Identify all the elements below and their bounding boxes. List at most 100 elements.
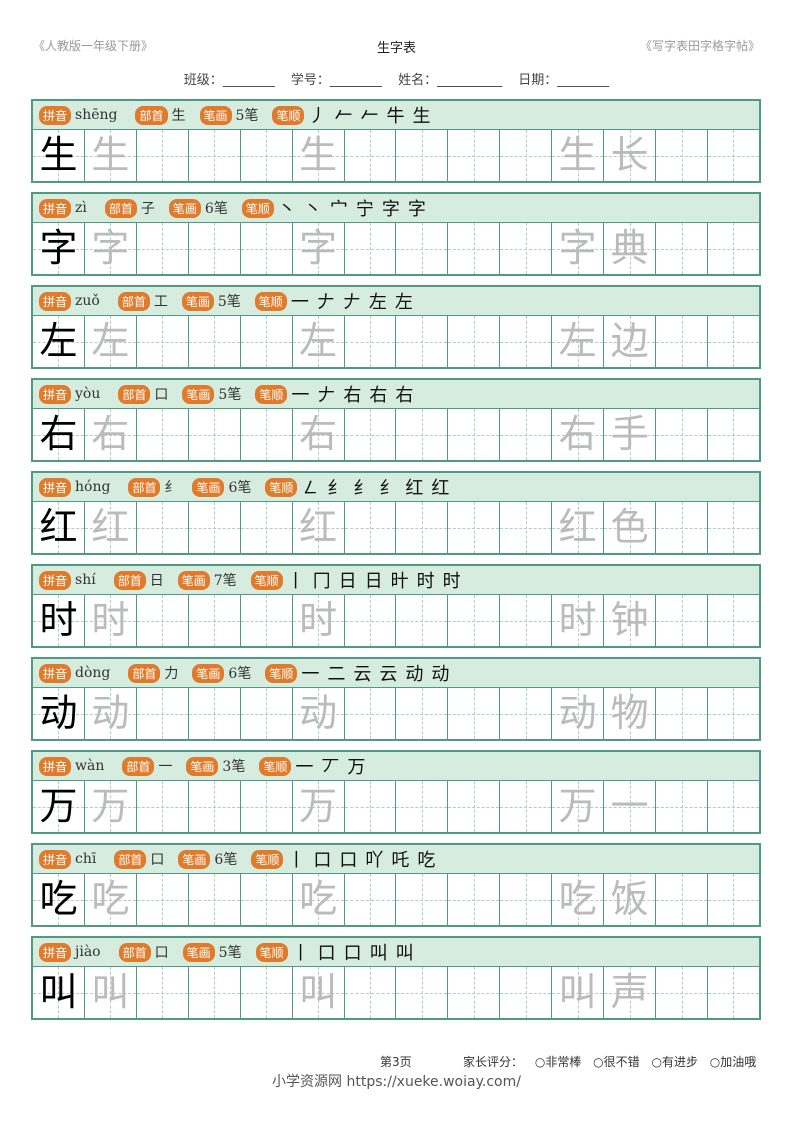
practice-cell[interactable]: 饭 <box>604 874 657 925</box>
practice-cell[interactable] <box>136 688 189 739</box>
practice-cell[interactable]: 字 <box>292 223 345 274</box>
practice-cell[interactable] <box>188 130 241 181</box>
practice-cell[interactable]: 红 <box>84 502 137 553</box>
practice-cell[interactable] <box>188 502 241 553</box>
practice-cell[interactable]: 时 <box>84 595 137 646</box>
practice-cell[interactable] <box>396 409 449 460</box>
practice-cell[interactable] <box>396 874 449 925</box>
practice-cell[interactable]: 万 <box>292 781 345 832</box>
practice-cell[interactable]: 右 <box>292 409 345 460</box>
practice-cell[interactable] <box>396 688 449 739</box>
practice-cell[interactable] <box>448 781 501 832</box>
rating-option[interactable]: ○有进步 <box>651 1055 698 1069</box>
practice-cell[interactable] <box>136 316 189 367</box>
practice-cell[interactable] <box>500 967 553 1018</box>
practice-cell[interactable] <box>344 688 397 739</box>
practice-cell[interactable]: 色 <box>604 502 657 553</box>
practice-cell[interactable] <box>656 874 708 925</box>
practice-cell[interactable]: 动 <box>33 688 85 739</box>
practice-cell[interactable] <box>240 130 293 181</box>
practice-cell[interactable] <box>707 130 759 181</box>
practice-cell[interactable] <box>396 316 449 367</box>
practice-cell[interactable] <box>396 595 449 646</box>
practice-cell[interactable] <box>707 967 759 1018</box>
practice-cell[interactable]: 典 <box>604 223 657 274</box>
practice-cell[interactable]: 红 <box>552 502 605 553</box>
practice-cell[interactable] <box>500 502 553 553</box>
practice-cell[interactable]: 右 <box>84 409 137 460</box>
practice-cell[interactable] <box>396 781 449 832</box>
practice-cell[interactable] <box>344 223 397 274</box>
practice-cell[interactable] <box>240 223 293 274</box>
practice-cell[interactable] <box>240 316 293 367</box>
practice-cell[interactable] <box>656 130 708 181</box>
practice-cell[interactable] <box>344 409 397 460</box>
practice-cell[interactable]: 叫 <box>33 967 85 1018</box>
practice-cell[interactable]: 叫 <box>292 967 345 1018</box>
practice-cell[interactable]: 红 <box>292 502 345 553</box>
practice-cell[interactable]: 吃 <box>84 874 137 925</box>
practice-cell[interactable]: 物 <box>604 688 657 739</box>
practice-cell[interactable]: 左 <box>552 316 605 367</box>
practice-cell[interactable]: 边 <box>604 316 657 367</box>
class-field[interactable]: 班级：________ <box>183 73 275 88</box>
practice-cell[interactable] <box>240 409 293 460</box>
practice-cell[interactable] <box>396 967 449 1018</box>
practice-cell[interactable]: 吃 <box>33 874 85 925</box>
rating-option[interactable]: ○很不错 <box>593 1055 640 1069</box>
practice-cell[interactable] <box>344 316 397 367</box>
practice-cell[interactable] <box>136 874 189 925</box>
practice-cell[interactable] <box>448 595 501 646</box>
rating-option[interactable]: ○非常棒 <box>534 1055 582 1069</box>
practice-cell[interactable] <box>448 130 501 181</box>
practice-cell[interactable] <box>240 874 293 925</box>
practice-cell[interactable] <box>188 688 241 739</box>
practice-cell[interactable]: 钟 <box>604 595 657 646</box>
practice-cell[interactable]: 右 <box>33 409 85 460</box>
practice-cell[interactable] <box>240 967 293 1018</box>
practice-cell[interactable] <box>136 502 189 553</box>
practice-cell[interactable] <box>240 595 293 646</box>
practice-cell[interactable] <box>656 316 708 367</box>
practice-cell[interactable] <box>500 688 553 739</box>
practice-cell[interactable]: 右 <box>552 409 605 460</box>
practice-cell[interactable] <box>188 223 241 274</box>
practice-cell[interactable] <box>656 223 708 274</box>
practice-cell[interactable] <box>396 223 449 274</box>
practice-cell[interactable]: 左 <box>33 316 85 367</box>
practice-cell[interactable] <box>136 409 189 460</box>
practice-cell[interactable] <box>344 781 397 832</box>
practice-cell[interactable]: 一 <box>604 781 657 832</box>
practice-cell[interactable]: 吃 <box>552 874 605 925</box>
practice-cell[interactable] <box>188 781 241 832</box>
practice-cell[interactable] <box>500 874 553 925</box>
practice-cell[interactable] <box>344 595 397 646</box>
practice-cell[interactable] <box>656 595 708 646</box>
practice-cell[interactable]: 动 <box>84 688 137 739</box>
practice-cell[interactable]: 动 <box>292 688 345 739</box>
date-field[interactable]: 日期：________ <box>518 73 610 88</box>
practice-cell[interactable] <box>707 781 759 832</box>
practice-cell[interactable]: 时 <box>552 595 605 646</box>
practice-cell[interactable] <box>656 688 708 739</box>
practice-cell[interactable] <box>240 502 293 553</box>
practice-cell[interactable] <box>448 967 501 1018</box>
student-number-field[interactable]: 学号：________ <box>290 73 382 88</box>
practice-cell[interactable] <box>344 130 397 181</box>
practice-cell[interactable] <box>707 688 759 739</box>
practice-cell[interactable]: 长 <box>604 130 657 181</box>
practice-cell[interactable] <box>707 874 759 925</box>
practice-cell[interactable]: 动 <box>552 688 605 739</box>
practice-cell[interactable] <box>344 967 397 1018</box>
practice-cell[interactable]: 手 <box>604 409 657 460</box>
practice-cell[interactable] <box>188 409 241 460</box>
practice-cell[interactable] <box>656 502 708 553</box>
practice-cell[interactable] <box>448 409 501 460</box>
practice-cell[interactable]: 万 <box>552 781 605 832</box>
practice-cell[interactable] <box>188 595 241 646</box>
practice-cell[interactable]: 左 <box>84 316 137 367</box>
practice-cell[interactable]: 叫 <box>84 967 137 1018</box>
practice-cell[interactable] <box>448 502 501 553</box>
practice-cell[interactable]: 生 <box>552 130 605 181</box>
practice-cell[interactable]: 叫 <box>552 967 605 1018</box>
